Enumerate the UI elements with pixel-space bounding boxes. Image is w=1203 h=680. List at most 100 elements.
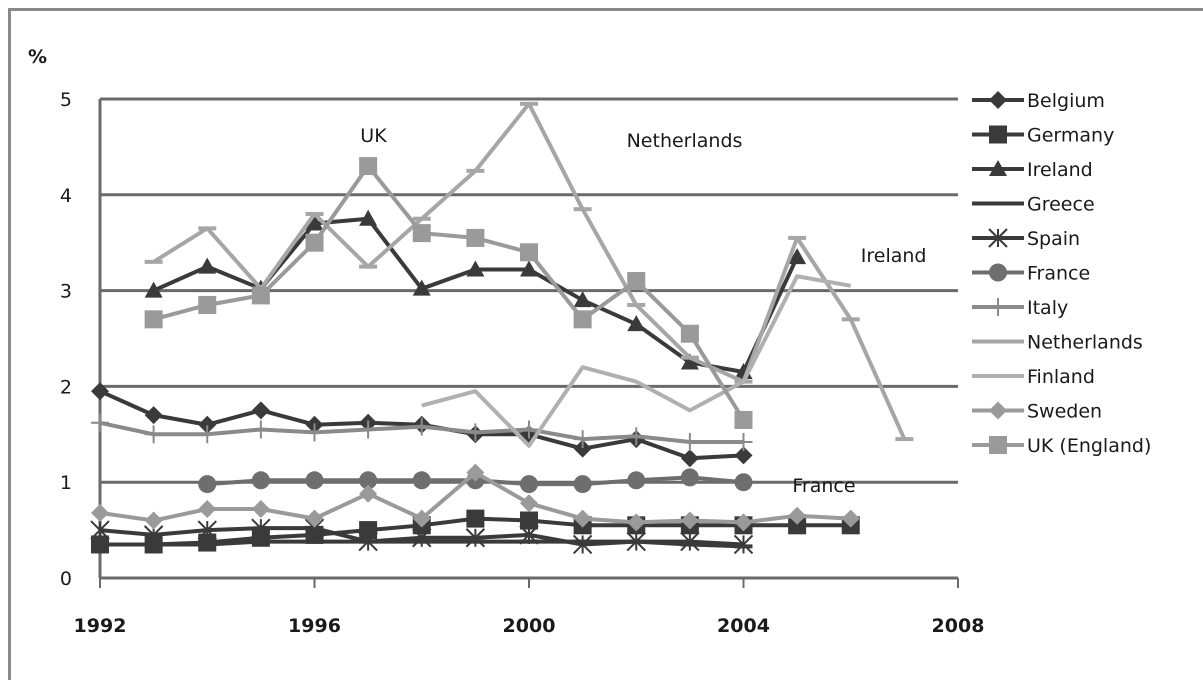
- data-point: [305, 539, 324, 544]
- data-point: [305, 211, 324, 216]
- data-point: [198, 295, 217, 314]
- legend-swatch-marker: [989, 401, 1007, 420]
- data-point: [359, 471, 378, 490]
- legend-label: Italy: [1027, 297, 1068, 319]
- data-point: [144, 542, 163, 547]
- data-point: [573, 439, 592, 458]
- data-point: [573, 207, 592, 212]
- data-point: [305, 471, 324, 490]
- y-tick-label: 1: [60, 472, 72, 494]
- data-point: [359, 521, 378, 540]
- data-point: [412, 279, 431, 296]
- data-point: [251, 420, 270, 439]
- data-point: [144, 425, 163, 444]
- data-point: [680, 449, 699, 468]
- data-point: [680, 324, 699, 343]
- data-point: [144, 281, 163, 298]
- data-point: [412, 417, 431, 436]
- data-point: [412, 471, 431, 490]
- legend-label: Spain: [1027, 228, 1080, 250]
- legend-swatch-marker: [989, 201, 1007, 206]
- data-point: [573, 310, 592, 329]
- legend-item: Sweden: [972, 401, 1102, 423]
- data-point: [680, 468, 699, 487]
- data-point: [520, 475, 538, 494]
- data-point: [91, 413, 109, 432]
- data-point: [573, 475, 592, 494]
- data-point: [198, 257, 217, 274]
- legend-swatch-marker: [989, 263, 1007, 282]
- legend-swatch-marker: [989, 298, 1007, 316]
- x-tick-label: 1992: [74, 615, 127, 637]
- data-point: [412, 528, 432, 548]
- data-point: [626, 531, 646, 552]
- legend-item: Italy: [972, 297, 1068, 319]
- data-point: [198, 415, 217, 434]
- data-point: [733, 534, 754, 555]
- x-tick-label: 2008: [932, 615, 985, 637]
- data-point: [359, 264, 378, 269]
- data-point: [680, 355, 699, 360]
- data-point: [573, 291, 592, 308]
- data-point: [251, 539, 270, 544]
- data-point: [788, 506, 807, 525]
- legend-item: UK (England): [972, 435, 1151, 457]
- series-group: [90, 101, 914, 555]
- data-point: [734, 432, 753, 451]
- axes: [98, 99, 959, 588]
- legend-label: Netherlands: [1027, 332, 1143, 354]
- legend-item: Belgium: [972, 90, 1105, 112]
- data-point: [359, 484, 378, 503]
- data-point: [251, 471, 270, 490]
- data-point: [144, 259, 163, 264]
- x-tick-label: 2000: [503, 615, 556, 637]
- legend-item: Greece: [972, 194, 1095, 216]
- legend-swatch-marker: [988, 228, 1008, 248]
- data-point: [895, 437, 914, 442]
- data-point: [788, 235, 807, 240]
- data-point: [251, 500, 270, 519]
- data-point: [465, 528, 486, 548]
- data-point: [198, 500, 217, 519]
- data-point: [734, 473, 753, 492]
- legend-swatch-marker: [989, 125, 1007, 144]
- data-point: [734, 410, 753, 429]
- data-point: [788, 516, 807, 535]
- legend-swatch-marker: [989, 339, 1007, 344]
- data-point: [680, 531, 700, 552]
- data-point: [305, 233, 324, 252]
- data-point: [573, 430, 592, 449]
- data-point: [412, 509, 431, 528]
- data-point: [627, 272, 646, 291]
- data-point: [734, 446, 753, 465]
- legend-label: France: [1027, 263, 1090, 285]
- data-point: [198, 226, 217, 231]
- x-tick-labels: 1992 1996 2000 2004 2008: [74, 615, 985, 637]
- data-point: [198, 542, 217, 547]
- series-spain: [90, 518, 754, 555]
- data-point: [198, 425, 217, 444]
- data-point: [520, 243, 538, 262]
- y-tick-label: 2: [60, 376, 72, 398]
- legend-swatch-marker: [989, 160, 1007, 176]
- data-point: [251, 286, 270, 305]
- data-point: [627, 427, 646, 446]
- data-point: [91, 503, 109, 522]
- data-point: [520, 494, 538, 513]
- annotation-label: France: [792, 475, 855, 497]
- data-point: [520, 511, 538, 530]
- annotations: UK Netherlands Ireland France: [360, 125, 926, 497]
- data-point: [90, 520, 110, 540]
- y-tick-label: 0: [60, 568, 72, 590]
- data-point: [305, 423, 324, 442]
- y-axis-label: %: [28, 46, 47, 68]
- legend-label: Sweden: [1027, 401, 1102, 423]
- legend-label: Finland: [1027, 366, 1095, 388]
- data-point: [305, 214, 324, 231]
- data-point: [359, 209, 378, 226]
- data-point: [573, 509, 592, 528]
- data-point: [466, 423, 485, 442]
- y-tick-label: 3: [60, 281, 72, 303]
- data-point: [680, 511, 699, 530]
- data-point: [91, 382, 109, 401]
